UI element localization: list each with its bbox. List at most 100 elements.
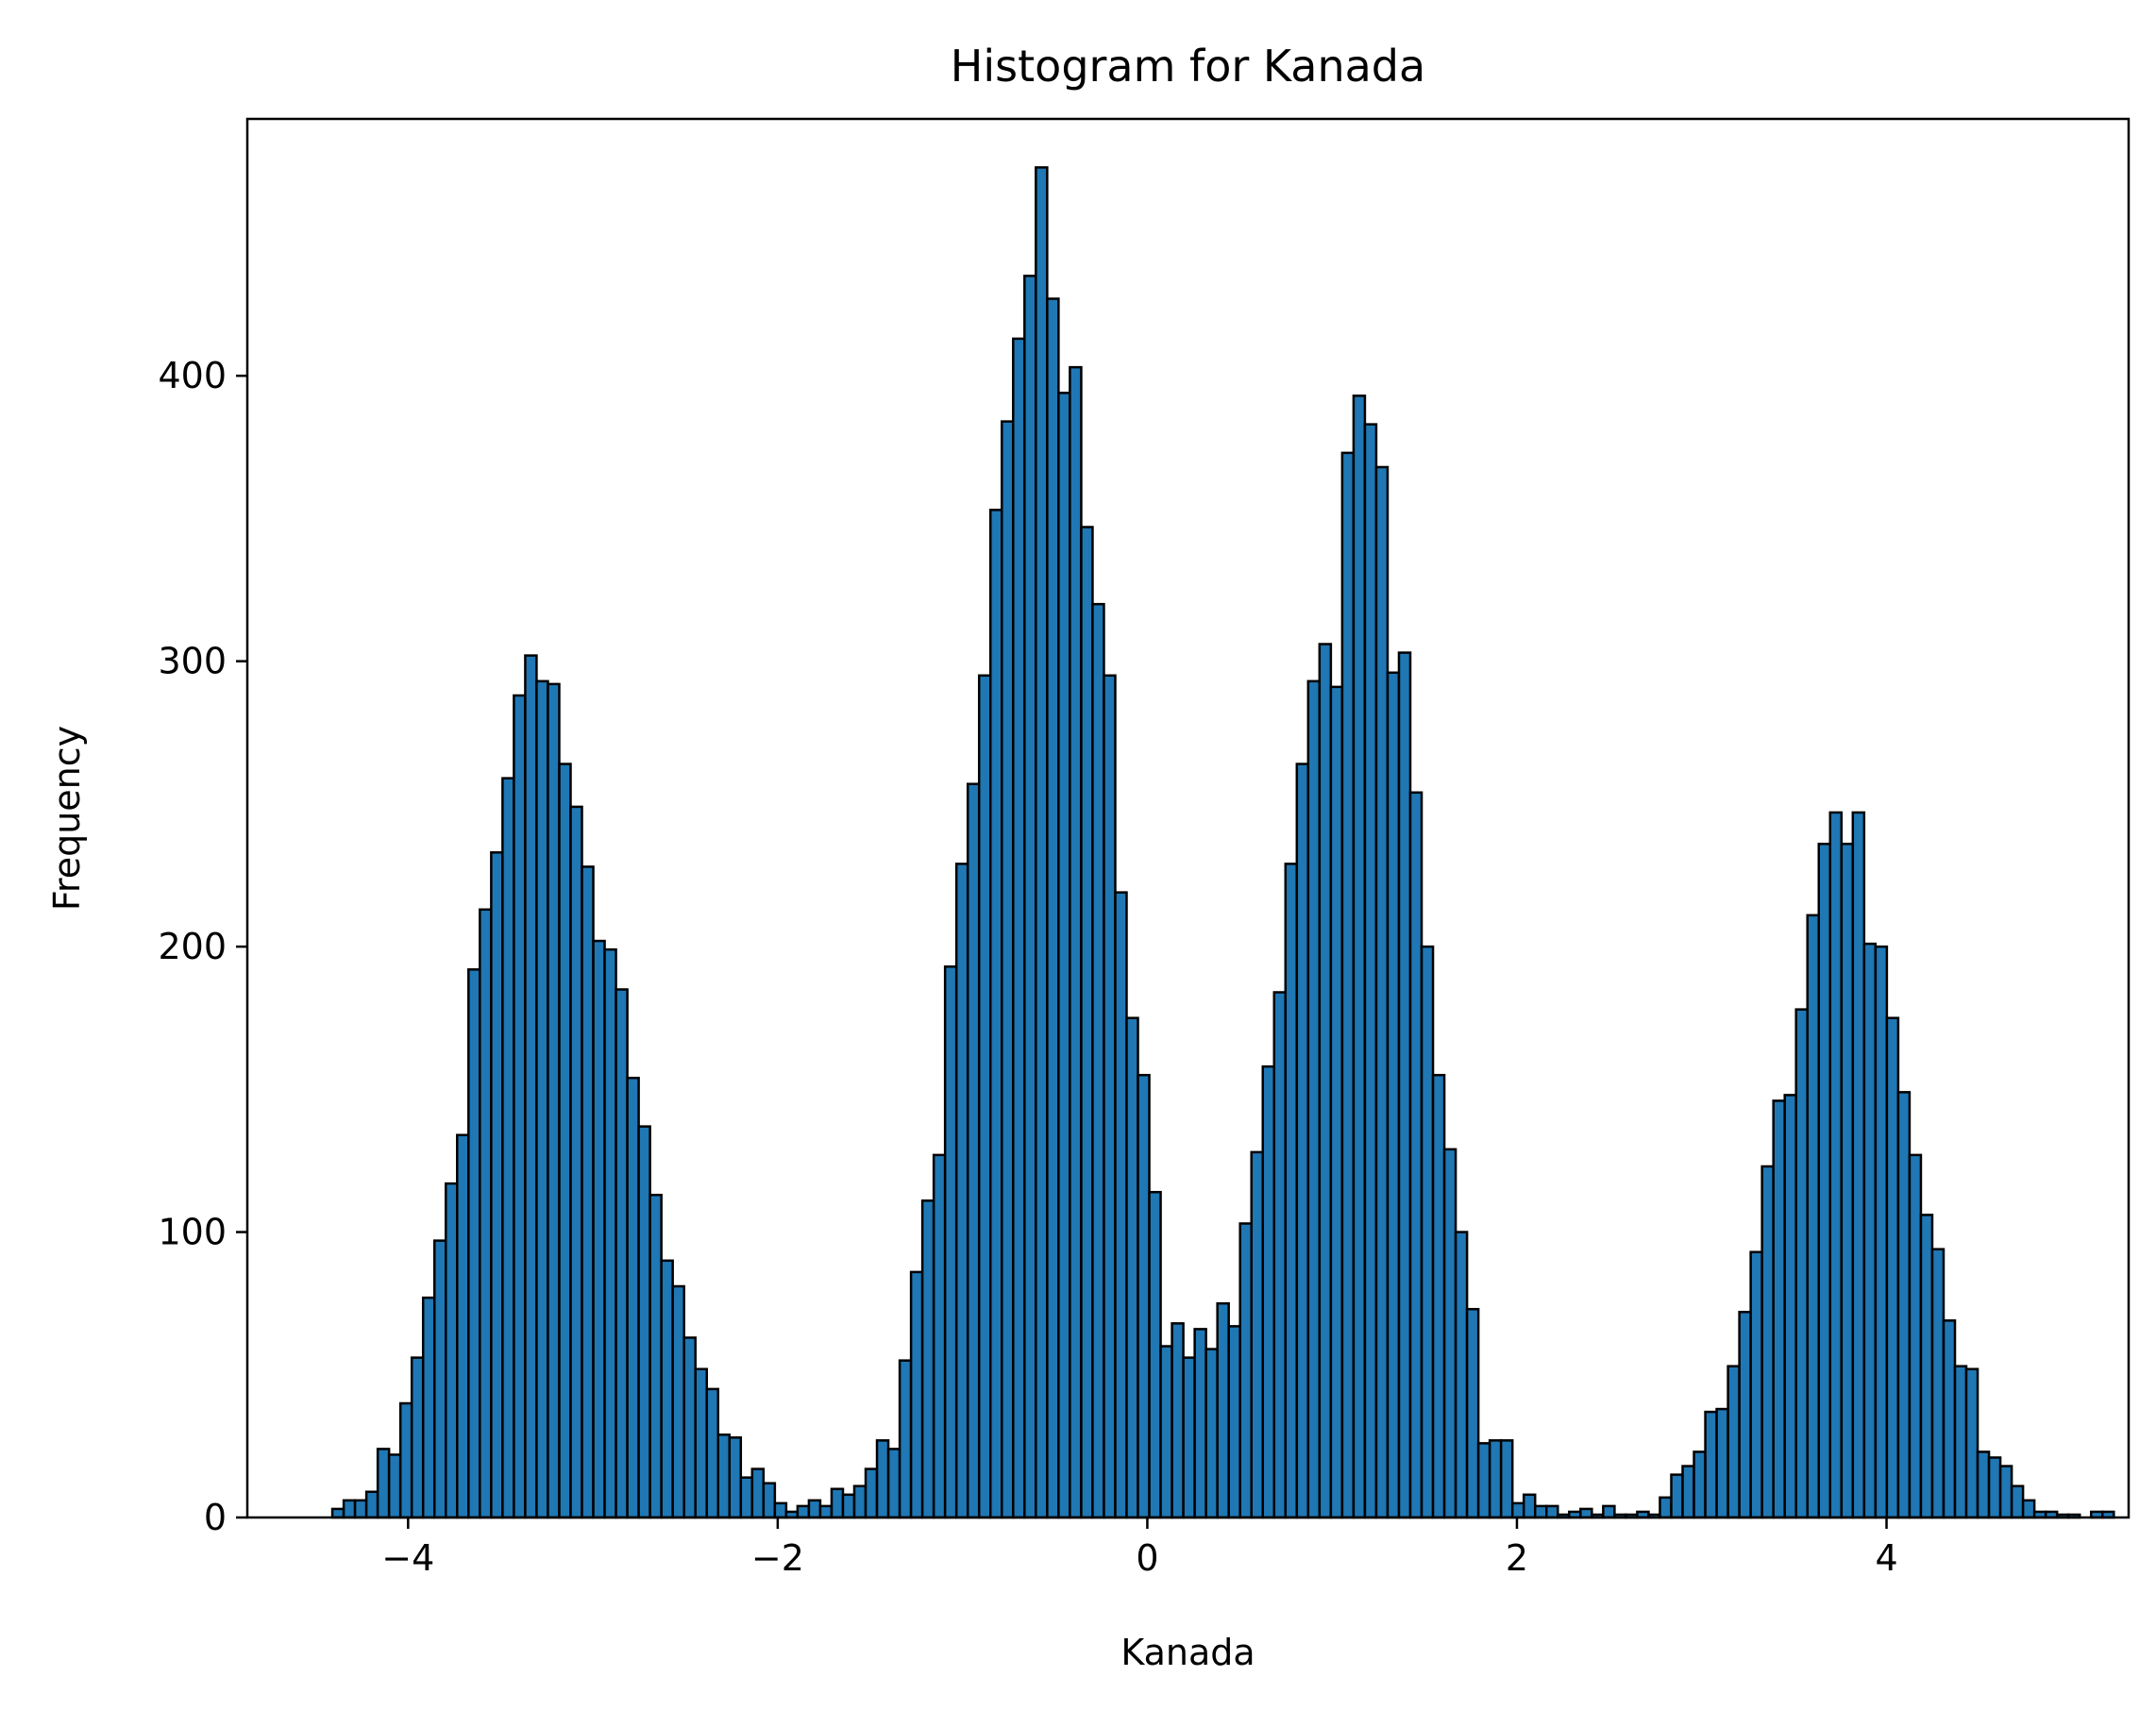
- histogram-bar: [1930, 1248, 1945, 1519]
- histogram-bar: [886, 1448, 901, 1519]
- histogram-bar: [898, 1359, 913, 1519]
- histogram-bar: [330, 1507, 345, 1519]
- histogram-bar: [977, 674, 992, 1519]
- histogram-bar: [1114, 891, 1128, 1519]
- histogram-bar: [1534, 1504, 1548, 1519]
- histogram-bar: [1306, 679, 1322, 1519]
- histogram-bar: [1057, 392, 1071, 1519]
- histogram-bar: [1998, 1465, 2013, 1519]
- histogram-bar: [1476, 1442, 1491, 1519]
- histogram-bar: [943, 965, 958, 1519]
- histogram-bar: [1080, 526, 1094, 1519]
- histogram-bar: [490, 851, 504, 1519]
- histogram-bar: [1817, 842, 1832, 1519]
- histogram-bar: [864, 1467, 879, 1519]
- histogram-bar: [1862, 942, 1878, 1519]
- histogram-bar: [547, 682, 561, 1519]
- histogram-bar: [1442, 1148, 1457, 1519]
- histogram-bar: [1012, 337, 1026, 1519]
- histogram-bar: [1374, 465, 1390, 1519]
- histogram-bar: [1885, 1016, 1900, 1519]
- histogram-bar: [852, 1484, 867, 1519]
- y-tick-label: 100: [158, 1212, 227, 1253]
- histogram-bar: [1953, 1365, 1968, 1519]
- histogram-bar: [1488, 1439, 1503, 1519]
- histogram-bar: [818, 1504, 834, 1519]
- histogram-bar: [1295, 763, 1310, 1519]
- histogram-bar: [1602, 1504, 1616, 1519]
- histogram-bar: [1760, 1165, 1775, 1519]
- histogram-bar: [875, 1439, 890, 1519]
- histogram-bar: [1976, 1450, 1991, 1519]
- histogram-bar: [739, 1476, 754, 1519]
- histogram-bar: [592, 939, 606, 1519]
- histogram-bar: [398, 1401, 413, 1519]
- histogram-bar: [1579, 1507, 1593, 1519]
- histogram-bar: [1023, 275, 1037, 1519]
- histogram-bar: [1942, 1319, 1957, 1519]
- histogram-bar: [1340, 451, 1356, 1519]
- y-tick-label: 0: [204, 1497, 227, 1538]
- histogram-bar: [1137, 1073, 1151, 1519]
- histogram-bar: [1091, 602, 1105, 1519]
- histogram-bar: [1069, 365, 1083, 1519]
- histogram-bar: [445, 1182, 459, 1519]
- histogram-bar: [1386, 671, 1401, 1519]
- histogram-bar: [1499, 1439, 1514, 1519]
- histogram-bar: [773, 1501, 788, 1519]
- histogram-bar: [364, 1490, 379, 1519]
- histogram-bar: [1693, 1450, 1707, 1519]
- histogram-bar: [1193, 1328, 1207, 1519]
- x-tick-label: 2: [1506, 1537, 1528, 1579]
- histogram-bar: [1545, 1504, 1559, 1519]
- histogram-bar: [387, 1453, 402, 1519]
- histogram-bar: [1204, 1348, 1219, 1519]
- histogram-bar: [637, 1125, 651, 1519]
- histogram-bar: [342, 1499, 357, 1519]
- histogram-bar: [1874, 945, 1889, 1519]
- histogram-bar: [2021, 1499, 2036, 1519]
- histogram-bar: [1408, 791, 1423, 1519]
- histogram-bar: [694, 1367, 708, 1519]
- histogram-bar: [467, 968, 481, 1519]
- histogram-bar: [421, 1296, 436, 1519]
- histogram-bar: [1272, 991, 1288, 1519]
- histogram-bar: [807, 1499, 822, 1519]
- histogram-bar: [1783, 1094, 1797, 1519]
- chart-title: Histogram for Kanada: [951, 41, 1425, 92]
- x-tick-label: 4: [1875, 1537, 1897, 1579]
- histogram-bar: [1352, 394, 1367, 1519]
- histogram-bar: [1919, 1214, 1934, 1519]
- histogram-bar: [1227, 1325, 1241, 1519]
- histogram-bar: [1125, 1016, 1139, 1519]
- histogram-bar: [410, 1356, 425, 1519]
- histogram-bar: [932, 1153, 947, 1519]
- histogram-bar: [966, 782, 981, 1519]
- histogram-bar: [615, 988, 629, 1519]
- histogram-bar: [716, 1433, 732, 1519]
- x-tick-label: −2: [751, 1537, 804, 1579]
- histogram-bar: [1681, 1465, 1695, 1519]
- histogram-bar: [1420, 945, 1435, 1519]
- histogram-bar: [762, 1482, 777, 1519]
- histogram-bar: [456, 1133, 470, 1519]
- histogram-bar: [909, 1270, 924, 1519]
- histogram-bar: [1828, 811, 1844, 1519]
- x-tick-label: 0: [1136, 1537, 1158, 1579]
- histogram-bar: [1908, 1153, 1923, 1519]
- histogram-bar: [501, 777, 515, 1519]
- histogram-bar: [1238, 1222, 1253, 1519]
- histogram-bar: [1397, 651, 1412, 1519]
- histogram-bar: [1851, 811, 1866, 1519]
- x-tick-label: −4: [381, 1537, 434, 1579]
- histogram-bar: [796, 1504, 811, 1519]
- histogram-bar: [1159, 1345, 1173, 1519]
- histogram-bar: [1431, 1073, 1446, 1519]
- histogram-bar: [1704, 1410, 1718, 1519]
- histogram-bar: [728, 1436, 743, 1519]
- histogram-bar: [1749, 1250, 1763, 1519]
- histogram-bar: [432, 1239, 447, 1519]
- histogram-bar: [705, 1387, 720, 1519]
- histogram-bar: [1046, 297, 1060, 1519]
- histogram-bar: [1216, 1301, 1230, 1519]
